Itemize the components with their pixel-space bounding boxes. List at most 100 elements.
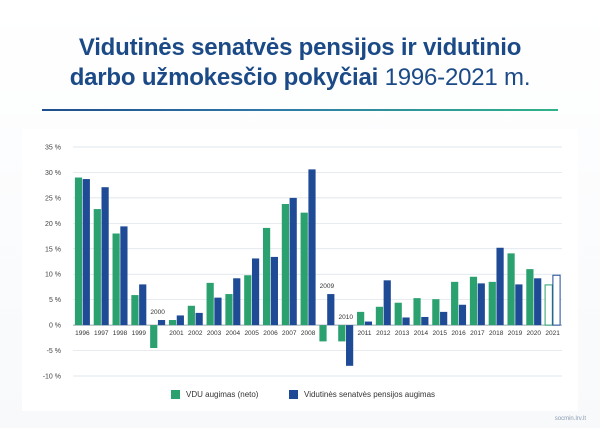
bar-vdu-2003	[206, 282, 214, 326]
x-tick-label: 2001	[169, 330, 184, 337]
x-tick-label: 2005	[244, 330, 259, 337]
legend-item-vdu: VDU augimas (neto)	[171, 390, 258, 399]
x-tick-label: 2004	[226, 330, 241, 337]
bar-vdu-2009	[319, 325, 327, 342]
y-tick-label: 25 %	[45, 195, 61, 202]
bar-vdu-2000	[150, 325, 158, 349]
y-tick-label: 30 %	[45, 170, 61, 177]
x-tick-label: 2008	[301, 330, 316, 337]
legend-swatch-pension	[289, 390, 298, 399]
title-divider	[42, 109, 558, 111]
bar-vdu-2006	[262, 227, 271, 326]
x-tick-label: 2019	[508, 330, 523, 337]
bar-pension-2015	[440, 311, 448, 326]
x-tick-label: 2012	[376, 330, 391, 337]
bar-pension-2001	[176, 315, 184, 326]
title-years: 1996-2021 m.	[384, 64, 531, 91]
bar-vdu-2018	[488, 281, 496, 326]
bar-pension-1998	[120, 226, 128, 326]
x-tick-label: 2016	[451, 330, 466, 337]
legend-label-pension: Vidutinės senatvės pensijos augimas	[304, 390, 436, 399]
bar-pension-2002	[195, 312, 203, 326]
bar-vdu-2019	[507, 253, 515, 326]
bar-vdu-1999	[131, 295, 139, 326]
bar-vdu-1996	[74, 177, 83, 326]
y-tick-label: 35 %	[45, 145, 61, 152]
bar-vdu-2002	[187, 305, 195, 326]
bar-pension-2012	[383, 280, 391, 326]
bar-vdu-2010	[338, 325, 346, 342]
footer-url: socmin.lrv.lt	[554, 416, 586, 422]
bar-pension-2006	[270, 256, 278, 326]
y-tick-label: 0 %	[49, 323, 61, 330]
bar-vdu-2016	[451, 281, 459, 326]
legend-item-pension: Vidutinės senatvės pensijos augimas	[289, 390, 435, 399]
x-tick-label: 2015	[433, 330, 448, 337]
bar-vdu-2004	[225, 294, 233, 326]
y-tick-label: -10 %	[43, 374, 61, 381]
bar-pension-1996	[82, 179, 90, 326]
x-tick-label: 1996	[75, 330, 90, 337]
bar-pension-2014	[421, 316, 429, 326]
bar-vdu-2014	[413, 298, 421, 326]
x-tick-label: 2017	[470, 330, 485, 337]
y-tick-label: -5 %	[47, 348, 61, 355]
y-tick-label: 5 %	[49, 297, 61, 304]
x-tick-label: 2014	[414, 330, 429, 337]
chart-legend: VDU augimas (neto) Vidutinės senatvės pe…	[0, 390, 600, 404]
bar-pension-1999	[139, 284, 147, 326]
x-tick-label: 2013	[395, 330, 410, 337]
bar-vdu-2015	[432, 299, 440, 326]
bar-pension-2019	[515, 284, 523, 326]
bar-vdu-2020	[526, 269, 534, 326]
x-tick-label: 2011	[358, 330, 372, 337]
y-tick-label: 20 %	[45, 221, 61, 228]
page-title: Vidutinės senatvės pensijos ir vidutinio…	[0, 33, 600, 93]
bar-vdu-1998	[112, 233, 120, 326]
x-tick-label: 2009	[320, 283, 335, 290]
bar-vdu-2012	[375, 306, 384, 326]
title-line-2-bold: darbo užmokesčio pokyčiai	[69, 64, 379, 91]
bar-vdu-2008	[300, 212, 308, 326]
bar-pension-1997	[101, 187, 109, 326]
legend-label-vdu: VDU augimas (neto)	[186, 390, 259, 399]
x-tick-label: 2000	[150, 309, 165, 316]
bar-pension-2000	[157, 320, 166, 326]
bar-vdu-2017	[469, 276, 478, 326]
bar-pension-2010	[346, 325, 354, 366]
bar-pension-2021	[552, 274, 561, 326]
x-tick-label: 1997	[94, 330, 109, 337]
x-tick-label: 2006	[263, 330, 278, 337]
bar-pension-2017	[477, 283, 485, 326]
bar-pension-2007	[289, 197, 297, 326]
x-tick-label: 2018	[489, 330, 504, 337]
bar-vdu-1997	[93, 209, 101, 326]
bar-vdu-2007	[281, 203, 289, 326]
x-tick-label: 2003	[207, 330, 222, 337]
bar-pension-2009	[327, 294, 335, 326]
x-tick-label: 2021	[545, 330, 560, 337]
bar-pension-2011	[364, 321, 373, 326]
x-tick-label: 1999	[132, 330, 147, 337]
bar-vdu-2001	[168, 320, 177, 326]
title-line-2: darbo užmokesčio pokyčiai 1996-2021 m.	[0, 63, 600, 93]
bar-pension-2008	[308, 169, 316, 326]
bar-pension-2020	[534, 278, 542, 326]
bar-pension-2013	[402, 317, 410, 326]
x-tick-label: 2002	[188, 330, 203, 337]
bar-pension-2005	[251, 258, 260, 326]
bar-pension-2003	[214, 297, 222, 326]
title-line-1: Vidutinės senatvės pensijos ir vidutinio	[78, 34, 522, 61]
bar-pension-2016	[458, 304, 467, 326]
legend-swatch-vdu	[171, 390, 180, 399]
y-tick-label: 15 %	[45, 246, 61, 253]
bar-pension-2018	[496, 247, 504, 326]
bar-pension-2004	[233, 278, 241, 326]
x-tick-label: 2020	[527, 330, 542, 337]
bar-vdu-2011	[357, 311, 365, 326]
x-tick-label: 1998	[113, 330, 128, 337]
bar-vdu-2013	[394, 302, 402, 326]
y-tick-label: 10 %	[45, 272, 61, 279]
